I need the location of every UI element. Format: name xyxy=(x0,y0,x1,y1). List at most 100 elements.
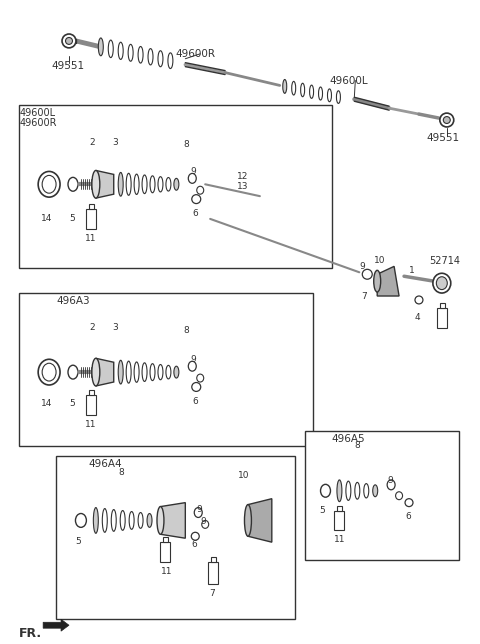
Ellipse shape xyxy=(158,51,163,67)
Text: 3: 3 xyxy=(113,323,119,332)
Ellipse shape xyxy=(283,79,287,93)
Bar xyxy=(86,209,96,229)
Text: 49551: 49551 xyxy=(427,133,460,143)
Bar xyxy=(305,431,459,560)
Ellipse shape xyxy=(128,44,133,61)
Text: 13: 13 xyxy=(237,182,249,191)
Ellipse shape xyxy=(102,509,107,533)
Text: 6: 6 xyxy=(192,397,198,406)
Text: 5: 5 xyxy=(69,399,75,408)
Text: 6: 6 xyxy=(192,540,197,549)
Ellipse shape xyxy=(168,53,173,68)
Text: 1: 1 xyxy=(409,267,415,276)
Ellipse shape xyxy=(42,363,56,381)
Text: 7: 7 xyxy=(361,292,367,301)
Ellipse shape xyxy=(292,81,296,95)
Ellipse shape xyxy=(68,365,78,379)
Ellipse shape xyxy=(174,178,179,190)
Text: 6: 6 xyxy=(405,511,411,520)
Ellipse shape xyxy=(166,178,171,191)
Ellipse shape xyxy=(440,113,454,127)
Text: 2: 2 xyxy=(89,323,95,332)
Ellipse shape xyxy=(92,358,100,386)
Ellipse shape xyxy=(126,173,131,195)
Text: 11: 11 xyxy=(85,420,96,429)
Ellipse shape xyxy=(192,194,201,204)
Bar xyxy=(437,308,447,328)
Ellipse shape xyxy=(194,507,202,518)
Ellipse shape xyxy=(118,173,123,196)
Ellipse shape xyxy=(93,507,98,533)
Ellipse shape xyxy=(138,46,143,63)
Ellipse shape xyxy=(188,173,196,184)
Text: 9: 9 xyxy=(360,262,365,271)
Bar xyxy=(19,293,312,446)
Ellipse shape xyxy=(337,480,342,502)
Text: 10: 10 xyxy=(374,256,386,265)
Ellipse shape xyxy=(197,186,204,194)
Ellipse shape xyxy=(373,485,378,497)
Text: 8: 8 xyxy=(183,326,189,335)
Text: 49600L: 49600L xyxy=(329,75,368,86)
Bar xyxy=(89,390,94,395)
Bar xyxy=(440,303,445,308)
Ellipse shape xyxy=(374,270,381,292)
Bar xyxy=(86,395,96,415)
Text: 8: 8 xyxy=(119,468,124,477)
Polygon shape xyxy=(96,358,114,386)
Ellipse shape xyxy=(174,366,179,378)
Ellipse shape xyxy=(197,374,204,382)
Ellipse shape xyxy=(387,480,395,490)
Ellipse shape xyxy=(158,365,163,380)
Text: 5: 5 xyxy=(69,214,75,223)
Ellipse shape xyxy=(118,360,123,384)
Ellipse shape xyxy=(148,48,153,65)
Ellipse shape xyxy=(65,37,72,44)
Text: 9: 9 xyxy=(196,505,202,514)
Bar xyxy=(208,562,218,583)
Ellipse shape xyxy=(129,511,134,529)
Ellipse shape xyxy=(138,513,143,528)
Ellipse shape xyxy=(118,43,123,59)
Ellipse shape xyxy=(150,176,155,193)
Text: 52714: 52714 xyxy=(429,256,460,267)
Text: 14: 14 xyxy=(41,399,52,408)
Ellipse shape xyxy=(396,492,403,500)
Ellipse shape xyxy=(244,505,252,536)
Ellipse shape xyxy=(346,481,351,500)
Text: 5: 5 xyxy=(320,506,325,515)
Text: FR.: FR. xyxy=(19,627,42,640)
Ellipse shape xyxy=(202,520,209,528)
Ellipse shape xyxy=(68,177,78,191)
Ellipse shape xyxy=(147,513,152,527)
Ellipse shape xyxy=(134,174,139,194)
Text: 4: 4 xyxy=(415,313,420,322)
Text: 9: 9 xyxy=(190,355,196,365)
Ellipse shape xyxy=(98,38,103,56)
Text: 3: 3 xyxy=(113,138,119,147)
Text: 10: 10 xyxy=(238,471,250,480)
Text: 11: 11 xyxy=(334,535,345,544)
Text: 49600R: 49600R xyxy=(175,49,216,59)
Text: 9: 9 xyxy=(200,518,206,526)
Ellipse shape xyxy=(336,91,340,104)
Ellipse shape xyxy=(134,362,139,383)
Ellipse shape xyxy=(38,359,60,385)
Ellipse shape xyxy=(188,361,196,371)
Ellipse shape xyxy=(150,364,155,381)
Ellipse shape xyxy=(42,175,56,193)
Text: 49600R: 49600R xyxy=(19,118,57,128)
Ellipse shape xyxy=(310,85,313,99)
Text: 496A3: 496A3 xyxy=(56,296,90,306)
Text: 9: 9 xyxy=(387,476,393,485)
Bar xyxy=(89,204,94,209)
Text: 12: 12 xyxy=(237,173,248,182)
Ellipse shape xyxy=(415,296,423,304)
Bar xyxy=(160,542,170,562)
Ellipse shape xyxy=(321,484,330,497)
Ellipse shape xyxy=(120,511,125,530)
Bar xyxy=(56,456,295,620)
Text: 9: 9 xyxy=(190,167,196,176)
Bar xyxy=(211,557,216,562)
Ellipse shape xyxy=(319,87,323,100)
